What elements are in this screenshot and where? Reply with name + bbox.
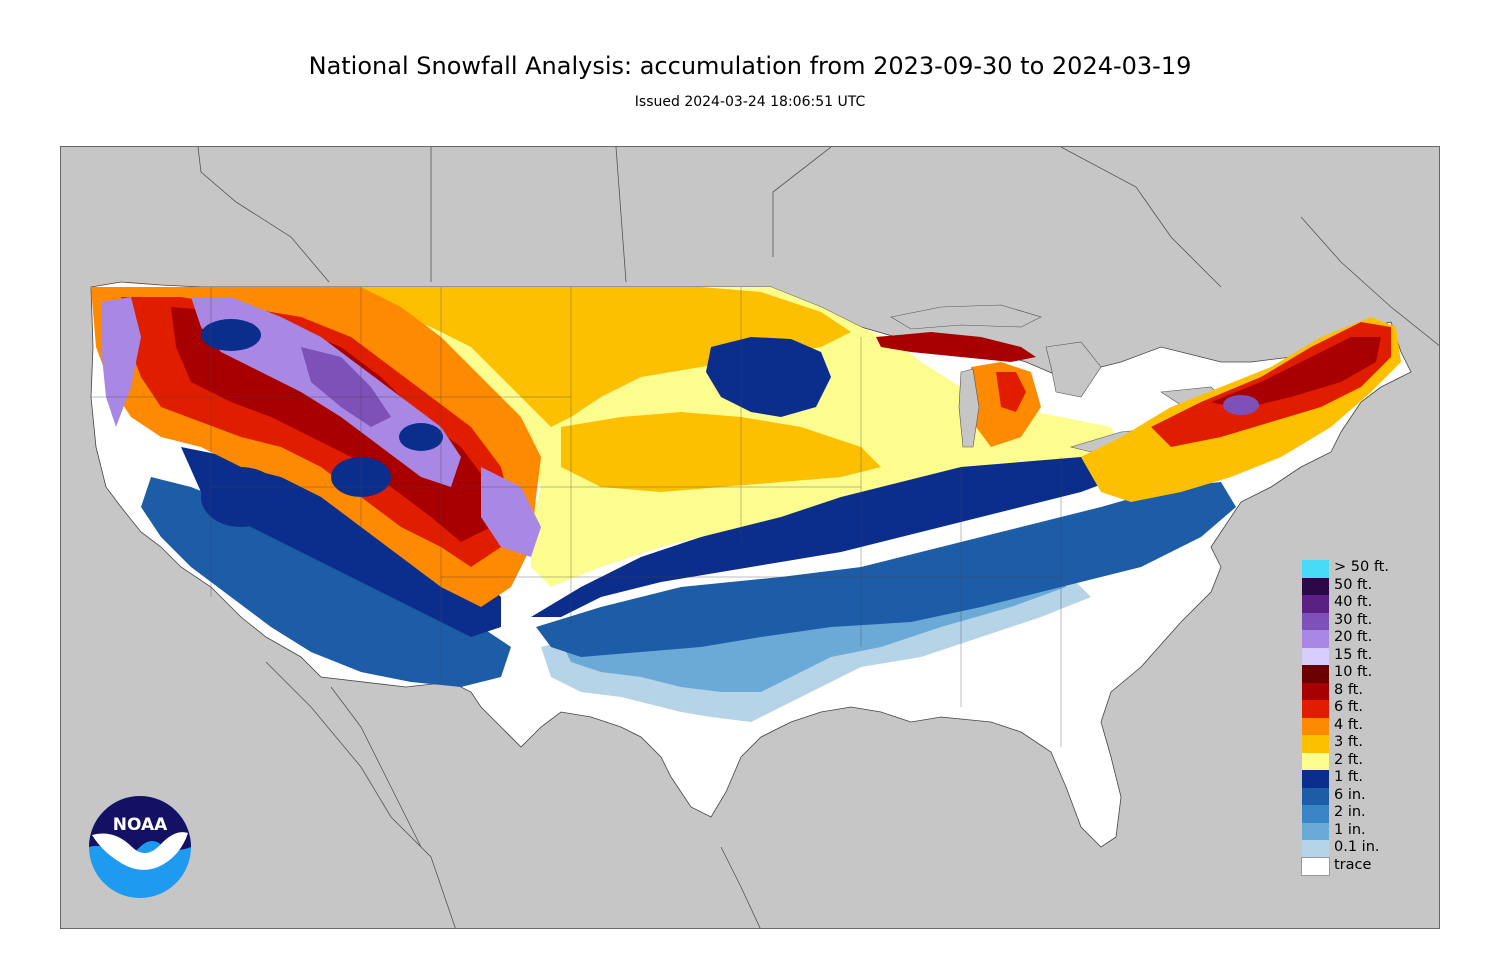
- legend-item: 6 ft.: [1302, 699, 1432, 718]
- legend-item: 4 ft.: [1302, 716, 1432, 735]
- legend: > 50 ft. 50 ft. 40 ft. 30 ft. 20 ft. 15 ft. 10…: [1301, 559, 1432, 876]
- lake-huron: [1045, 341, 1102, 398]
- legend-label: trace: [1334, 856, 1372, 873]
- legend-swatch: [1302, 717, 1329, 735]
- legend-item: 15 ft.: [1302, 646, 1432, 665]
- co-blue-pocket: [399, 423, 443, 451]
- west-purple-2: [301, 347, 391, 427]
- legend-item: 2 in.: [1302, 804, 1432, 823]
- legend-label: 6 in.: [1334, 786, 1366, 803]
- legend-item: 2 ft.: [1302, 751, 1432, 770]
- legend-item: 1 ft.: [1302, 769, 1432, 788]
- nv-blue-pocket: [201, 467, 281, 527]
- noaa-logo: NOAA: [89, 796, 191, 898]
- legend-label: 50 ft.: [1334, 576, 1373, 593]
- ne-8ft: [1211, 337, 1381, 409]
- map-title: National Snowfall Analysis: accumulation…: [308, 52, 1192, 80]
- legend-swatch: [1302, 560, 1329, 578]
- legend-swatch: [1302, 595, 1329, 613]
- legend-item: > 50 ft.: [1302, 559, 1432, 578]
- legend-label: 20 ft.: [1334, 629, 1373, 645]
- legend-label: 10 ft.: [1334, 664, 1373, 680]
- issued-timestamp: Issued 2024-03-24 18:06:51 UTC: [634, 94, 866, 110]
- wa-blue-pocket: [201, 319, 261, 351]
- legend-swatch: [1302, 840, 1329, 858]
- noaa-logo-text: NOAA: [113, 815, 168, 835]
- cascades-purple: [101, 297, 141, 427]
- legend-swatch: [1302, 770, 1329, 788]
- band-1ft: [531, 437, 1121, 617]
- legend-swatch: [1302, 700, 1329, 718]
- legend-swatch: [1302, 630, 1329, 648]
- legend-item: 0.1 in.: [1302, 839, 1432, 858]
- legend-swatch: [1302, 577, 1329, 595]
- legend-label: 3 ft.: [1334, 734, 1363, 750]
- legend-label: 6 ft.: [1334, 699, 1363, 715]
- lower-michigan-red: [996, 372, 1026, 412]
- band-3ft: [361, 287, 851, 427]
- legend-label: 40 ft.: [1334, 594, 1373, 610]
- band-southwest: [141, 477, 511, 687]
- legend-swatch: [1302, 612, 1329, 630]
- political-boundaries: [197, 147, 1439, 928]
- legend-label: 1 in.: [1334, 821, 1366, 838]
- legend-label: 15 ft.: [1334, 646, 1373, 663]
- legend-swatch: [1302, 752, 1329, 770]
- legend-swatch: [1302, 735, 1329, 753]
- legend-swatch: [1302, 805, 1329, 823]
- legend-swatch: [1302, 822, 1329, 840]
- mn-blue-blob: [706, 337, 831, 417]
- legend-item: 30 ft.: [1302, 611, 1432, 630]
- lake-michigan: [958, 368, 980, 448]
- legend-swatch: [1302, 665, 1329, 683]
- adirondacks-purple: [1223, 395, 1259, 415]
- legend-swatch: [1302, 682, 1329, 700]
- legend-item: 3 ft.: [1302, 734, 1432, 753]
- legend-label: > 50 ft.: [1334, 559, 1389, 575]
- up-michigan-red: [876, 332, 1036, 362]
- legend-item: trace: [1301, 856, 1432, 876]
- legend-item: 1 in.: [1302, 821, 1432, 840]
- legend-swatch: [1302, 647, 1329, 665]
- legend-label: 1 ft.: [1334, 769, 1363, 785]
- legend-item: 50 ft.: [1302, 576, 1432, 595]
- legend-label: 30 ft.: [1334, 611, 1373, 628]
- legend-item: 6 in.: [1302, 786, 1432, 805]
- snowfall-map-canvas: [90, 147, 1439, 928]
- state-lines: [91, 287, 1062, 747]
- snowfall-map[interactable]: [60, 146, 1440, 929]
- legend-item: 10 ft.: [1302, 664, 1432, 683]
- lake-superior: [890, 304, 1042, 330]
- legend-item: 20 ft.: [1302, 629, 1432, 648]
- legend-label: 2 ft.: [1334, 751, 1363, 768]
- legend-label: 8 ft.: [1334, 681, 1363, 698]
- legend-label: 4 ft.: [1334, 716, 1363, 733]
- legend-item: 40 ft.: [1302, 594, 1432, 613]
- legend-label: 2 in.: [1334, 804, 1366, 820]
- legend-item: 8 ft.: [1302, 681, 1432, 700]
- west-purple-3: [481, 467, 541, 557]
- band-3ft-b: [561, 412, 881, 492]
- legend-swatch: [1302, 787, 1329, 805]
- legend-swatch: [1301, 856, 1330, 876]
- legend-label: 0.1 in.: [1334, 839, 1380, 855]
